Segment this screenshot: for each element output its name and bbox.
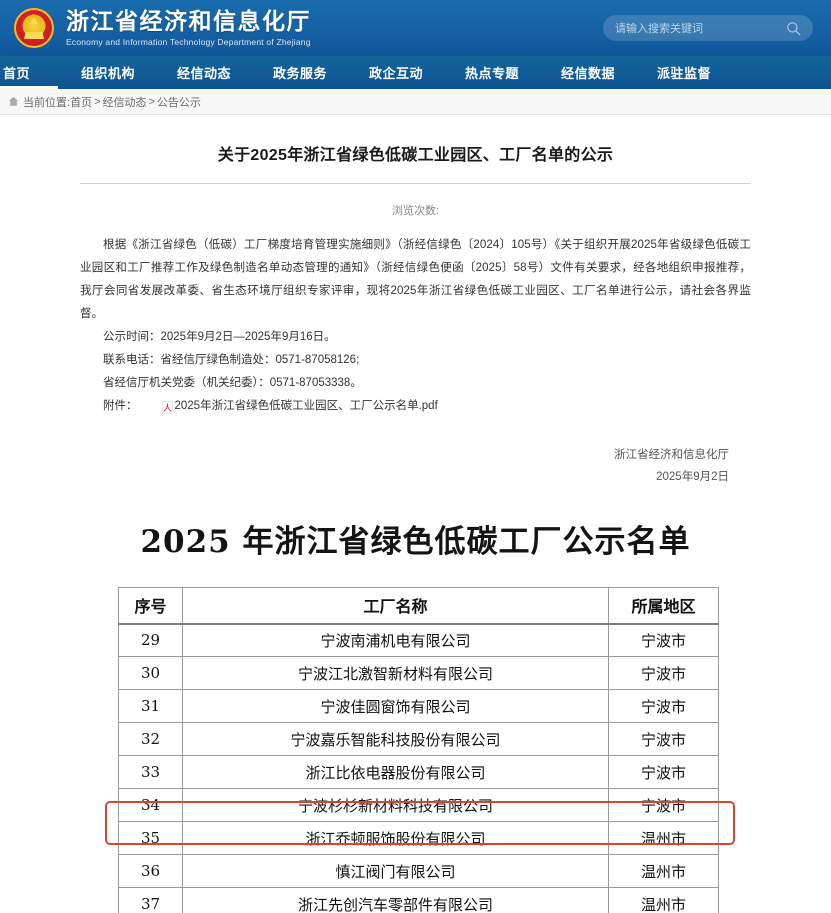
cell-factory-name: 宁波杉杉新材料科技有限公司: [182, 788, 609, 822]
page-title: 关于2025年浙江省绿色低碳工业园区、工厂名单的公示: [217, 147, 614, 164]
signoff-organization: 浙江省经济和信息化厅: [614, 449, 729, 461]
cell-factory-name: 浙江乔顿服饰股份有限公司: [182, 821, 609, 855]
table-row: 31 宁波佳圆窗饰有限公司 宁波市: [118, 689, 719, 723]
party-committee-line: 省经信厅机关党委（机关纪委）：0571-87053338。: [103, 377, 362, 389]
nav-label: 首页: [3, 66, 31, 81]
breadcrumb: 当前位置: 首页 > 经信动态 > 公告公示: [0, 89, 831, 115]
breadcrumb-prefix: 当前位置:: [23, 96, 71, 109]
cell-region: 宁波市: [608, 788, 719, 822]
brand-title-cn: 浙江省经济和信息化厅: [66, 7, 311, 34]
table-row: 36 慎江阀门有限公司 温州市: [118, 854, 719, 888]
title-divider: [80, 183, 751, 184]
cell-index: 34: [118, 788, 183, 822]
cell-index: 37: [118, 887, 183, 913]
cell-region: 宁波市: [608, 722, 719, 756]
nav-item-hot-topics[interactable]: 热点专题: [444, 56, 540, 89]
breadcrumb-item-announcement[interactable]: 公告公示: [156, 96, 201, 109]
cell-factory-name: 宁波佳圆窗饰有限公司: [182, 689, 609, 723]
attachment-row: 附件： 人 2025年浙江省绿色低碳工业园区、工厂公示名单.pdf: [80, 395, 751, 418]
national-emblem-icon: [14, 8, 54, 48]
nav-item-organization[interactable]: 组织机构: [60, 56, 156, 89]
svg-text:人: 人: [162, 403, 171, 414]
site-brand: 浙江省经济和信息化厅 Economy and Information Techn…: [66, 7, 311, 47]
attachment-filename[interactable]: 2025年浙江省绿色低碳工业园区、工厂公示名单.pdf: [174, 400, 438, 412]
cell-region: 宁波市: [608, 623, 719, 657]
cell-region: 温州市: [608, 887, 719, 913]
article-paragraph: 根据《浙江省绿色（低碳）工厂梯度培育管理实施细则》（浙经信绿色〔2024〕105…: [80, 239, 751, 320]
nav-label: 经信数据: [560, 66, 615, 81]
cell-factory-name: 宁波嘉乐智能科技股份有限公司: [182, 722, 609, 756]
breadcrumb-item-home[interactable]: 首页: [70, 96, 93, 109]
breadcrumb-separator: >: [148, 95, 155, 108]
column-header-factory-name: 工厂名称: [182, 587, 609, 625]
breadcrumb-item-news[interactable]: 经信动态: [102, 96, 147, 109]
cell-region: 温州市: [608, 821, 719, 855]
cell-factory-name: 宁波南浦机电有限公司: [182, 623, 609, 657]
column-header-region: 所属地区: [608, 587, 719, 625]
nav-item-data[interactable]: 经信数据: [540, 56, 636, 89]
search-input[interactable]: 请输入搜索关键词: [603, 15, 813, 41]
nav-item-gov-service[interactable]: 政务服务: [252, 56, 348, 89]
nav-label: 组织机构: [80, 66, 135, 81]
cell-region: 宁波市: [608, 656, 719, 690]
table-row: 35 浙江乔顿服饰股份有限公司 温州市: [118, 821, 719, 855]
nav-item-gov-enterprise[interactable]: 政企互动: [348, 56, 444, 89]
table-row-highlighted: 34 宁波杉杉新材料科技有限公司 宁波市: [118, 788, 719, 822]
cell-factory-name: 慎江阀门有限公司: [182, 854, 609, 888]
cell-index: 29: [118, 623, 183, 657]
cell-factory-name: 浙江先创汽车零部件有限公司: [182, 887, 609, 913]
cell-region: 宁波市: [608, 755, 719, 789]
factory-table: 序号 工厂名称 所属地区 29 宁波南浦机电有限公司 宁波市 30 宁波江北激智…: [118, 587, 719, 913]
nav-label: 政企互动: [368, 66, 423, 81]
cell-index: 30: [118, 656, 183, 690]
search-placeholder: 请输入搜索关键词: [615, 23, 703, 35]
main-navigation: 首页 组织机构 经信动态 政务服务 政企互动 热点专题 经信数据 派驻监督: [0, 56, 831, 89]
signoff-block: 浙江省经济和信息化厅 2025年9月2日: [80, 418, 751, 488]
breadcrumb-separator: >: [94, 95, 101, 108]
table-header-row: 序号 工厂名称 所属地区: [118, 587, 719, 625]
cell-index: 36: [118, 854, 183, 888]
nav-label: 热点专题: [464, 66, 519, 81]
home-icon: [8, 96, 19, 107]
factory-table-wrap: 序号 工厂名称 所属地区 29 宁波南浦机电有限公司 宁波市 30 宁波江北激智…: [0, 587, 831, 913]
cell-index: 31: [118, 689, 183, 723]
cell-index: 33: [118, 755, 183, 789]
cell-region: 温州市: [608, 854, 719, 888]
site-header: 浙江省经济和信息化厅 Economy and Information Techn…: [0, 0, 831, 56]
nav-item-news[interactable]: 经信动态: [156, 56, 252, 89]
nav-item-home[interactable]: 首页: [0, 56, 60, 89]
contact-phone-line: 联系电话：省经信厅绿色制造处：0571-87058126;: [103, 354, 360, 366]
nav-label: 经信动态: [176, 66, 231, 81]
brand-title-en: Economy and Information Technology Depar…: [66, 36, 311, 47]
pdf-file-icon: 人: [139, 400, 173, 414]
table-row: 37 浙江先创汽车零部件有限公司 温州市: [118, 887, 719, 913]
nav-item-supervision[interactable]: 派驻监督: [636, 56, 732, 89]
signoff-date: 2025年9月2日: [656, 471, 729, 483]
table-row: 30 宁波江北激智新材料有限公司 宁波市: [118, 656, 719, 690]
attachment-label: 附件：: [103, 400, 138, 412]
cell-factory-name: 浙江比依电器股份有限公司: [182, 755, 609, 789]
column-header-index: 序号: [118, 587, 183, 625]
publicity-period-line: 公示时间：2025年9月2日—2025年9月16日。: [103, 331, 336, 343]
cell-index: 32: [118, 722, 183, 756]
cell-index: 35: [118, 821, 183, 855]
nav-label: 政务服务: [272, 66, 327, 81]
table-row: 32 宁波嘉乐智能科技股份有限公司 宁波市: [118, 722, 719, 756]
search-icon[interactable]: [786, 21, 801, 36]
cell-factory-name: 宁波江北激智新材料有限公司: [182, 656, 609, 690]
article-body: 关于2025年浙江省绿色低碳工业园区、工厂名单的公示 浏览次数: 根据《浙江省绿…: [0, 115, 831, 488]
nav-label: 派驻监督: [656, 66, 711, 81]
table-row: 33 浙江比依电器股份有限公司 宁波市: [118, 755, 719, 789]
view-count-label: 浏览次数:: [391, 205, 440, 217]
list-heading: 2025 年浙江省绿色低碳工厂公示名单: [140, 524, 691, 560]
cell-region: 宁波市: [608, 689, 719, 723]
table-row: 29 宁波南浦机电有限公司 宁波市: [118, 623, 719, 657]
